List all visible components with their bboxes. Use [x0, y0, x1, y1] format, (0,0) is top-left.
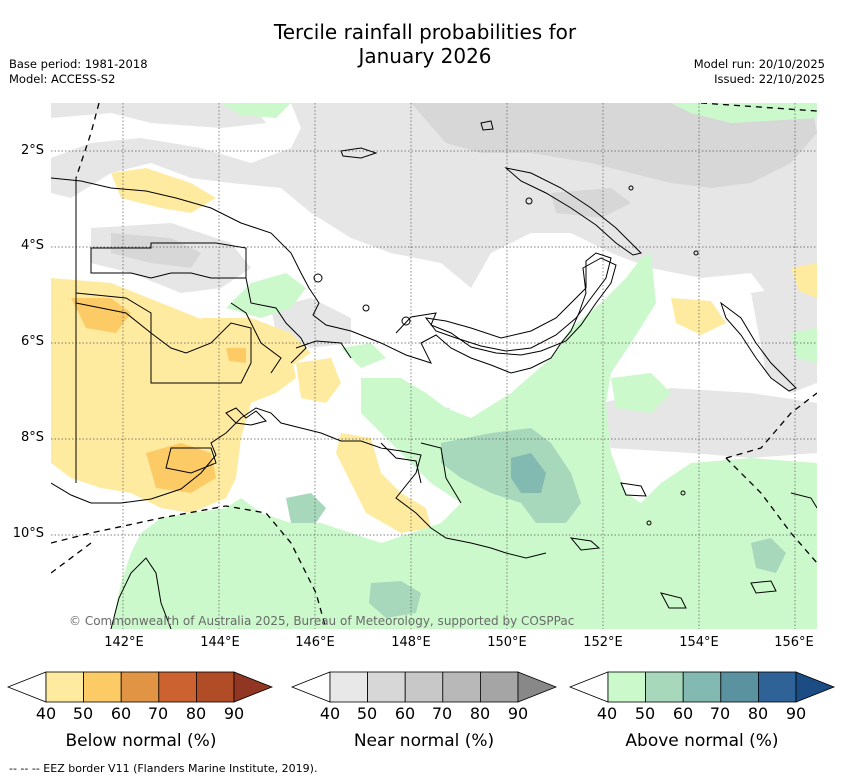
base-period: Base period: 1981-2018 — [9, 57, 148, 71]
colorbar-near-box — [367, 671, 406, 703]
cb-above-tick-50: 50 — [634, 704, 656, 723]
cb-below-tick-40: 40 — [35, 704, 57, 723]
lon-label-144e: 144°E — [200, 635, 240, 650]
colorbar-below-low-arrow — [6, 671, 47, 703]
eez-borders — [51, 103, 817, 629]
colorbar-above-box — [720, 671, 759, 703]
colorbar-near-high-arrow — [517, 671, 558, 703]
lat-label-6s: 6°S — [20, 334, 44, 349]
model-name: Model: ACCESS-S2 — [9, 72, 116, 86]
cb-near-tick-80: 80 — [469, 704, 491, 723]
colorbar-below-high-arrow — [233, 671, 274, 703]
colorbar-above-low-arrow — [568, 671, 609, 703]
cb-near-tick-50: 50 — [356, 704, 378, 723]
chart-title: Tercile rainfall probabilities for Janua… — [0, 20, 850, 68]
cb-near-tick-40: 40 — [319, 704, 341, 723]
meta-left: Base period: 1981-2018 Model: ACCESS-S2 — [9, 57, 148, 87]
colorbar-label-near: Near normal (%) — [353, 731, 495, 751]
coastlines — [51, 120, 817, 629]
colorbar-above-box — [607, 671, 646, 703]
colorbar-above-box — [645, 671, 684, 703]
colorbar-below-box — [120, 671, 160, 703]
colorbar-below-normal — [6, 671, 274, 703]
cb-below-tick-90: 90 — [223, 704, 245, 723]
cb-below-tick-80: 80 — [185, 704, 207, 723]
colorbar-near-box — [479, 671, 519, 703]
map-credit: © Commonwealth of Australia 2025, Bureau… — [69, 614, 575, 628]
lat-label-4s: 4°S — [20, 238, 44, 253]
cb-above-tick-40: 40 — [596, 704, 618, 723]
colorbar-below-box — [45, 671, 84, 703]
cb-above-tick-80: 80 — [747, 704, 769, 723]
meta-right: Model run: 20/10/2025 Issued: 22/10/2025 — [694, 57, 825, 87]
title-line-1: Tercile rainfall probabilities for — [273, 20, 577, 44]
lon-label-146e: 146°E — [295, 635, 335, 650]
lon-label-152e: 152°E — [583, 635, 623, 650]
land-borders — [75, 178, 462, 504]
lat-label-10s: 10°S — [12, 526, 44, 541]
colorbar-above-box — [682, 671, 722, 703]
colorbars — [6, 671, 836, 703]
colorbar-above-high-arrow — [795, 671, 836, 703]
title-line-2: January 2026 — [358, 44, 492, 68]
cb-above-tick-60: 60 — [672, 704, 694, 723]
cb-near-tick-60: 60 — [394, 704, 416, 723]
cb-above-tick-90: 90 — [785, 704, 807, 723]
issued-date: Issued: 22/10/2025 — [714, 72, 825, 86]
colorbar-label-above: Above normal (%) — [625, 731, 779, 751]
colorbar-near-low-arrow — [290, 671, 331, 703]
cb-near-tick-90: 90 — [507, 704, 529, 723]
colorbar-above-box — [758, 671, 797, 703]
colorbar-below-box — [195, 671, 235, 703]
colorbar-near-box — [442, 671, 481, 703]
colorbar-near-box — [404, 671, 444, 703]
below-normal-60-regions — [71, 298, 246, 493]
lon-label-156e: 156°E — [774, 635, 814, 650]
graticule — [51, 103, 817, 629]
cb-above-tick-70: 70 — [709, 704, 731, 723]
cb-below-tick-70: 70 — [147, 704, 169, 723]
lon-label-154e: 154°E — [679, 635, 719, 650]
lon-label-142e: 142°E — [104, 635, 144, 650]
colorbar-near-normal — [290, 671, 558, 703]
eez-footer-note: -- -- -- EEZ border V11 (Flanders Marine… — [9, 762, 318, 775]
below-normal-regions — [51, 168, 817, 533]
lat-label-2s: 2°S — [20, 143, 44, 158]
colorbar-near-box — [329, 671, 368, 703]
model-run: Model run: 20/10/2025 — [693, 57, 825, 71]
cb-below-tick-50: 50 — [72, 704, 94, 723]
colorbar-below-box — [158, 671, 197, 703]
colorbar-label-below: Below normal (%) — [65, 731, 217, 751]
cb-near-tick-70: 70 — [431, 704, 453, 723]
rainfall-map — [51, 103, 817, 629]
colorbar-above-normal — [568, 671, 836, 703]
lon-label-150e: 150°E — [487, 635, 527, 650]
colorbar-below-box — [83, 671, 122, 703]
near-normal-50-regions — [111, 103, 817, 268]
cb-below-tick-60: 60 — [110, 704, 132, 723]
lon-label-148e: 148°E — [391, 635, 431, 650]
above-normal-60-regions — [511, 453, 546, 493]
lat-label-8s: 8°S — [20, 430, 44, 445]
